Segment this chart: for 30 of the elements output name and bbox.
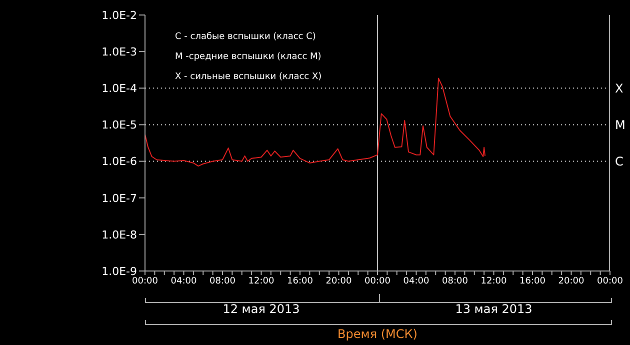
text: 13 мая 2013 xyxy=(454,302,534,316)
x-tick-label: 00:00 xyxy=(364,276,391,286)
x-tick-label: 16:00 xyxy=(287,276,314,286)
annotation: X - сильные вспышки (класс X) xyxy=(175,71,322,84)
annotation: M -средние вспышки (класс M) xyxy=(175,51,322,64)
x-tick-label: 12:00 xyxy=(248,276,274,286)
ref-line-label: M xyxy=(615,118,626,132)
x-tick-label: 00:00 xyxy=(597,276,624,286)
y-tick-label: 1.0E-7 xyxy=(102,192,137,205)
x-tick-label: 00:00 xyxy=(132,276,158,286)
x-tick-label: 16:00 xyxy=(520,276,546,286)
y-tick-label: 1.0E-3 xyxy=(102,45,137,58)
text: 12 мая 2013 xyxy=(222,302,301,316)
y-tick-label: 1.0E-9 xyxy=(102,264,137,278)
y-tick-label: 1.0E-4 xyxy=(102,82,137,96)
ref-line-label: X xyxy=(615,81,624,96)
x-tick-label: 04:00 xyxy=(170,276,197,286)
y-tick-label: 1.0E-6 xyxy=(102,155,137,168)
x-tick-label: 20:00 xyxy=(558,276,584,286)
ref-line-label: C xyxy=(615,154,624,169)
y-tick-label: 1.0E-5 xyxy=(102,118,137,132)
y-tick-label: 1.0E-2 xyxy=(102,8,137,22)
x-tick-label: 20:00 xyxy=(326,276,352,286)
x-tick-label: 08:00 xyxy=(210,276,236,286)
x-tick-label: 12:00 xyxy=(480,276,507,286)
x-tick-label: 08:00 xyxy=(442,276,468,286)
x-axis-title: Время (МСК) xyxy=(336,327,418,341)
annotation: C - слабые вспышки (класс C) xyxy=(175,31,317,44)
y-tick-label: 1.0E-8 xyxy=(102,228,137,242)
x-tick-label: 04:00 xyxy=(403,276,430,286)
